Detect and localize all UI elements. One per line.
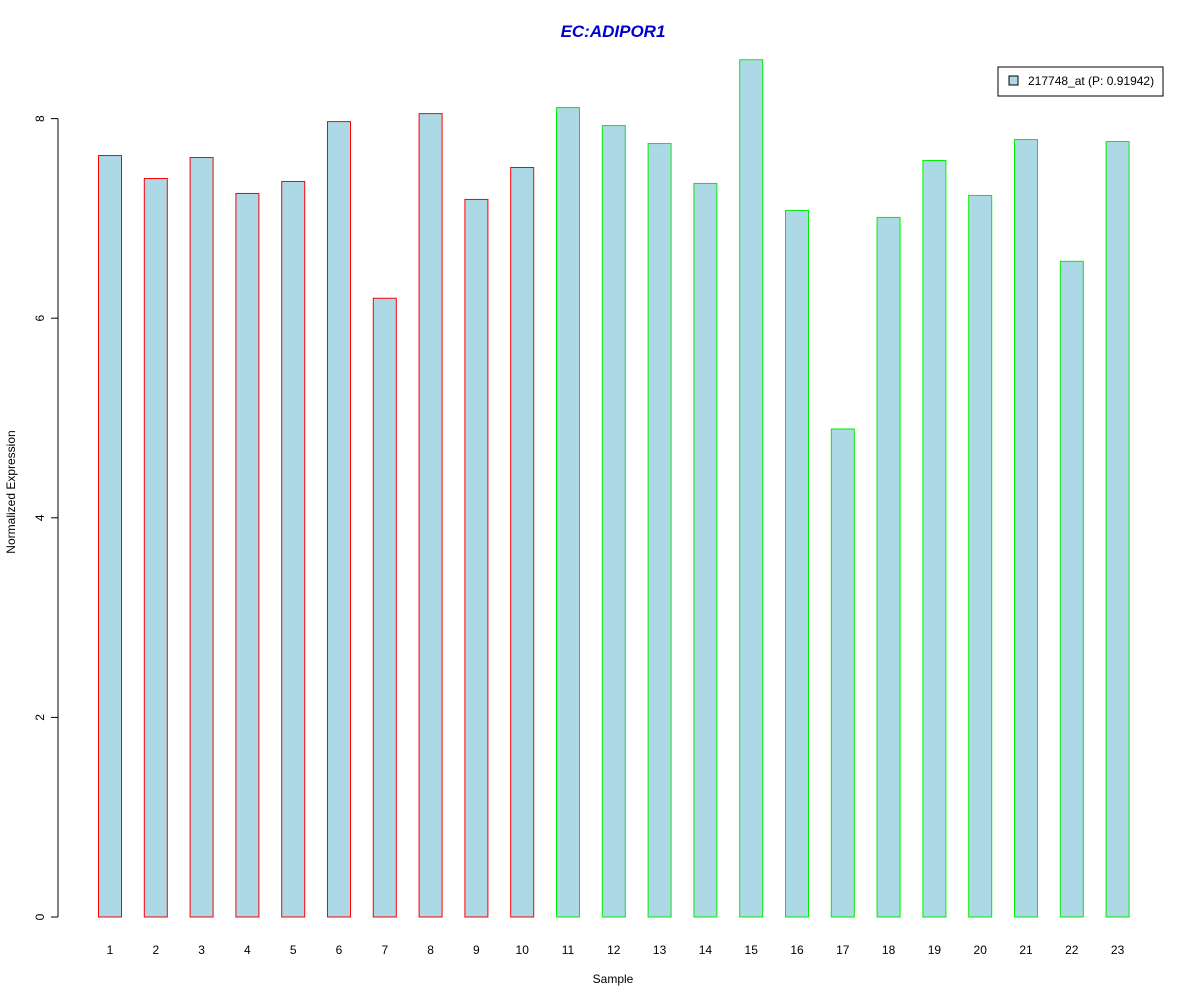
bar-sample-20 bbox=[968, 194, 993, 918]
x-tick-label: 4 bbox=[244, 943, 251, 957]
x-tick-label: 23 bbox=[1111, 943, 1125, 957]
x-tick-label: 14 bbox=[699, 943, 713, 957]
bar-sample-17 bbox=[830, 428, 855, 918]
x-tick-label: 17 bbox=[836, 943, 850, 957]
bar-sample-15 bbox=[739, 59, 764, 918]
legend-swatch bbox=[1008, 75, 1019, 86]
x-tick-label: 3 bbox=[198, 943, 205, 957]
bar-sample-7 bbox=[372, 297, 397, 918]
x-tick-label: 8 bbox=[427, 943, 434, 957]
x-tick-labels: 1 2 3 4 5 6 7 8 9 10 11 12 13 14 15 16 17 18 19 20 21 22 23 bbox=[107, 943, 1125, 957]
y-tick-label: 8 bbox=[33, 115, 47, 122]
x-axis-label: Sample bbox=[593, 972, 634, 986]
x-tick-label: 22 bbox=[1065, 943, 1079, 957]
bar-sample-19 bbox=[922, 160, 947, 918]
x-tick-label: 6 bbox=[336, 943, 343, 957]
bar-sample-12 bbox=[601, 125, 626, 918]
bar-sample-6 bbox=[327, 121, 351, 918]
y-tick-label: 6 bbox=[33, 315, 47, 322]
x-tick-label: 20 bbox=[974, 943, 988, 957]
x-tick-label: 10 bbox=[516, 943, 530, 957]
bar-sample-14 bbox=[693, 182, 718, 918]
x-tick-label: 1 bbox=[107, 943, 114, 957]
bar-sample-22 bbox=[1059, 260, 1084, 918]
y-tick-label: 0 bbox=[33, 913, 47, 920]
x-tick-label: 13 bbox=[653, 943, 667, 957]
bar-sample-11 bbox=[556, 107, 580, 918]
x-tick-label: 5 bbox=[290, 943, 297, 957]
bar-sample-4 bbox=[235, 192, 260, 918]
bar-sample-3 bbox=[189, 157, 214, 918]
legend-box bbox=[997, 66, 1164, 97]
legend-label: 217748_at (P: 0.91942) bbox=[1028, 74, 1154, 88]
bar-sample-21 bbox=[1014, 139, 1038, 918]
x-tick-label: 11 bbox=[562, 943, 575, 957]
x-tick-label: 2 bbox=[152, 943, 159, 957]
x-tick-label: 12 bbox=[607, 943, 621, 957]
x-tick-label: 9 bbox=[473, 943, 480, 957]
bar-sample-23 bbox=[1105, 141, 1130, 918]
bar-sample-9 bbox=[464, 198, 489, 918]
x-tick-label: 19 bbox=[928, 943, 942, 957]
x-tick-label: 7 bbox=[381, 943, 388, 957]
bar-sample-16 bbox=[785, 209, 809, 918]
bar-sample-8 bbox=[418, 113, 443, 918]
bars bbox=[98, 59, 1130, 918]
bar-sample-5 bbox=[281, 180, 306, 918]
chart-title: EC:ADIPOR1 bbox=[561, 22, 666, 41]
bar-sample-18 bbox=[876, 216, 901, 918]
x-tick-label: 16 bbox=[790, 943, 804, 957]
x-tick-label: 18 bbox=[882, 943, 896, 957]
x-tick-label: 15 bbox=[745, 943, 759, 957]
bar-sample-2 bbox=[143, 177, 168, 918]
x-tick-label: 21 bbox=[1019, 943, 1033, 957]
bar-sample-13 bbox=[647, 143, 672, 918]
bar-sample-10 bbox=[510, 167, 535, 918]
y-axis: 0 2 4 6 8 bbox=[33, 115, 59, 920]
bar-sample-1 bbox=[98, 155, 122, 918]
y-tick-label: 2 bbox=[33, 714, 47, 721]
legend: 217748_at (P: 0.91942) bbox=[997, 66, 1164, 97]
y-axis-label: Normalized Expression bbox=[4, 430, 18, 553]
y-tick-label: 4 bbox=[33, 514, 47, 521]
